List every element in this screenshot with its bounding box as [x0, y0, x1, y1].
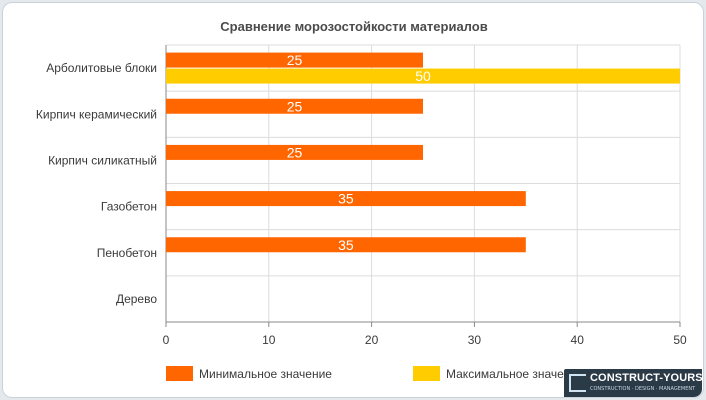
bar — [166, 98, 423, 114]
brand-logo-icon — [569, 374, 586, 392]
chart-title: Сравнение морозостойкости материалов — [220, 19, 487, 34]
bar — [166, 52, 423, 68]
bar-chart: Сравнение морозостойкости материалов 25 5… — [36, 19, 687, 381]
x-tick-label: 40 — [571, 333, 585, 347]
category-labels: Арболитовые блоки Кирпич керамический Кирп… — [36, 61, 157, 306]
legend-swatch — [166, 366, 193, 381]
grid-lines — [165, 44, 681, 323]
category-label: Пенобетон — [97, 246, 157, 260]
bar — [166, 191, 526, 207]
bar-value-label: 25 — [287, 52, 303, 68]
category-label: Кирпич керамический — [36, 107, 157, 121]
bar — [166, 144, 423, 160]
brand-watermark: CONSTRUCT-YOURSELF CONSTRUCTION · DESIGN… — [564, 369, 703, 397]
x-tick-label: 10 — [262, 333, 276, 347]
x-tick-label: 20 — [365, 333, 379, 347]
x-tick-label: 0 — [163, 333, 170, 347]
category-label: Дерево — [116, 292, 157, 306]
x-axis-ticks: 0 10 20 30 40 50 — [163, 322, 687, 347]
bar-value-label: 35 — [338, 237, 354, 253]
bar-value-label: 50 — [415, 68, 431, 84]
bar-value-label: 25 — [287, 98, 303, 114]
x-tick-label: 50 — [673, 333, 687, 347]
category-label: Арболитовые блоки — [46, 61, 157, 75]
bars: 25 50 25 25 35 35 — [166, 52, 680, 253]
bar-value-label: 25 — [287, 144, 303, 160]
brand-name: CONSTRUCT-YOURSELF — [590, 372, 703, 384]
x-tick-label: 30 — [468, 333, 482, 347]
category-label: Кирпич силикатный — [48, 153, 157, 167]
legend-swatch — [413, 366, 440, 381]
legend-label: Минимальное значение — [199, 367, 332, 381]
category-label: Газобетон — [101, 200, 157, 214]
legend-label: Максимальное значение — [446, 367, 584, 381]
bar-value-label: 35 — [338, 191, 354, 207]
bar — [166, 68, 680, 84]
brand-tagline: CONSTRUCTION · DESIGN · MANAGEMENT — [590, 386, 696, 392]
bar — [166, 237, 526, 253]
legend: Минимальное значение Максимальное значени… — [166, 366, 584, 381]
